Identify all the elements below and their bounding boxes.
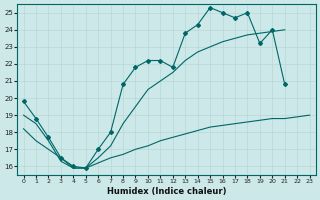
X-axis label: Humidex (Indice chaleur): Humidex (Indice chaleur) — [107, 187, 226, 196]
